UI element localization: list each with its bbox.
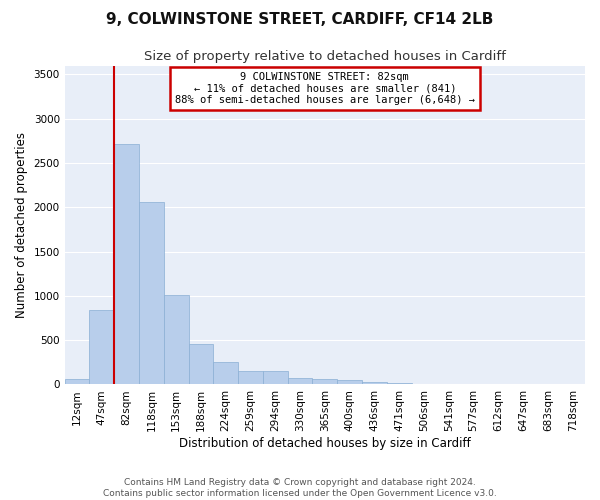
Bar — [114, 144, 139, 384]
Bar — [238, 370, 263, 384]
Bar — [89, 310, 114, 384]
X-axis label: Distribution of detached houses by size in Cardiff: Distribution of detached houses by size … — [179, 437, 471, 450]
Text: 9, COLWINSTONE STREET, CARDIFF, CF14 2LB: 9, COLWINSTONE STREET, CARDIFF, CF14 2LB — [106, 12, 494, 28]
Bar — [214, 362, 238, 384]
Bar — [337, 380, 362, 384]
Bar — [362, 382, 387, 384]
Text: 9 COLWINSTONE STREET: 82sqm
← 11% of detached houses are smaller (841)
88% of se: 9 COLWINSTONE STREET: 82sqm ← 11% of det… — [175, 72, 475, 105]
Title: Size of property relative to detached houses in Cardiff: Size of property relative to detached ho… — [144, 50, 506, 63]
Bar — [164, 295, 188, 384]
Bar — [139, 202, 164, 384]
Bar — [313, 379, 337, 384]
Text: Contains HM Land Registry data © Crown copyright and database right 2024.
Contai: Contains HM Land Registry data © Crown c… — [103, 478, 497, 498]
Bar — [188, 344, 214, 384]
Bar — [65, 379, 89, 384]
Bar — [287, 378, 313, 384]
Y-axis label: Number of detached properties: Number of detached properties — [15, 132, 28, 318]
Bar — [387, 383, 412, 384]
Bar — [263, 370, 287, 384]
